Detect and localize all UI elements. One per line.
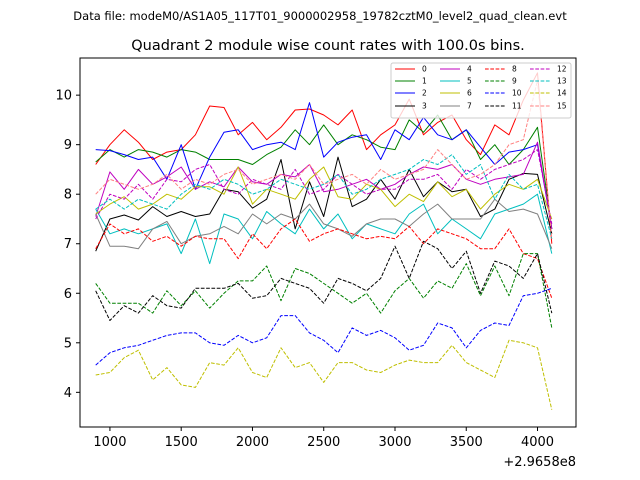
legend-label-3: 3 (422, 102, 427, 111)
y-tick-label: 5 (64, 336, 72, 351)
x-tick-label: 1000 (93, 435, 126, 450)
y-tick-label: 4 (64, 386, 72, 401)
series-line-2 (95, 102, 553, 229)
legend-label-12: 12 (557, 65, 567, 74)
legend-label-9: 9 (512, 77, 517, 86)
series-line-7 (95, 198, 553, 250)
x-tick-label: 3500 (450, 435, 483, 450)
series-line-8 (95, 218, 553, 299)
legend-label-1: 1 (422, 77, 427, 86)
legend-label-4: 4 (467, 65, 472, 74)
legend-label-8: 8 (512, 65, 517, 74)
chart-suptitle: Data file: modeM0/AS1A05_117T01_90000029… (73, 9, 567, 23)
legend-label-2: 2 (422, 89, 427, 98)
legend-label-5: 5 (467, 77, 472, 86)
legend-label-6: 6 (467, 89, 472, 98)
y-tick-label: 7 (64, 237, 72, 252)
x-tick-label: 2000 (236, 435, 269, 450)
series-line-10 (95, 287, 552, 366)
series-line-11 (95, 240, 553, 321)
legend-label-0: 0 (422, 65, 427, 74)
legend-box (390, 62, 572, 119)
x-tick-label: 1500 (165, 435, 198, 450)
series-line-15 (95, 79, 553, 239)
series-line-1 (95, 114, 553, 229)
y-tick-label: 8 (64, 188, 72, 203)
series-line-3 (95, 156, 553, 252)
legend-label-13: 13 (557, 77, 567, 86)
chart-title: Quadrant 2 module wise count rates with … (131, 38, 525, 54)
y-tick-label: 10 (55, 89, 72, 104)
x-tick-label: 4000 (521, 435, 554, 450)
x-tick-label: 2500 (307, 435, 340, 450)
series-line-9 (95, 253, 553, 328)
series-line-14 (95, 339, 553, 410)
legend-label-11: 11 (512, 102, 522, 111)
series-line-6 (95, 166, 553, 220)
legend-label-10: 10 (512, 89, 522, 98)
series-line-4 (95, 141, 553, 229)
legend-label-14: 14 (557, 89, 567, 98)
x-tick-label: 3000 (378, 435, 411, 450)
legend-label-7: 7 (467, 102, 472, 111)
x-offset-label: +2.9658e8 (503, 455, 576, 470)
legend-label-15: 15 (557, 102, 567, 111)
series-line-12 (95, 149, 553, 224)
plot-frame (79, 57, 577, 428)
axes-group: 1000 1500 2000 2500 3000 3500 4000 4 5 6 7 8 9 10 (55, 89, 554, 450)
y-tick-label: 9 (64, 138, 72, 153)
series-group (95, 72, 553, 410)
series-line-13 (95, 154, 553, 239)
y-tick-label: 6 (64, 287, 72, 302)
series-line-5 (95, 193, 553, 265)
